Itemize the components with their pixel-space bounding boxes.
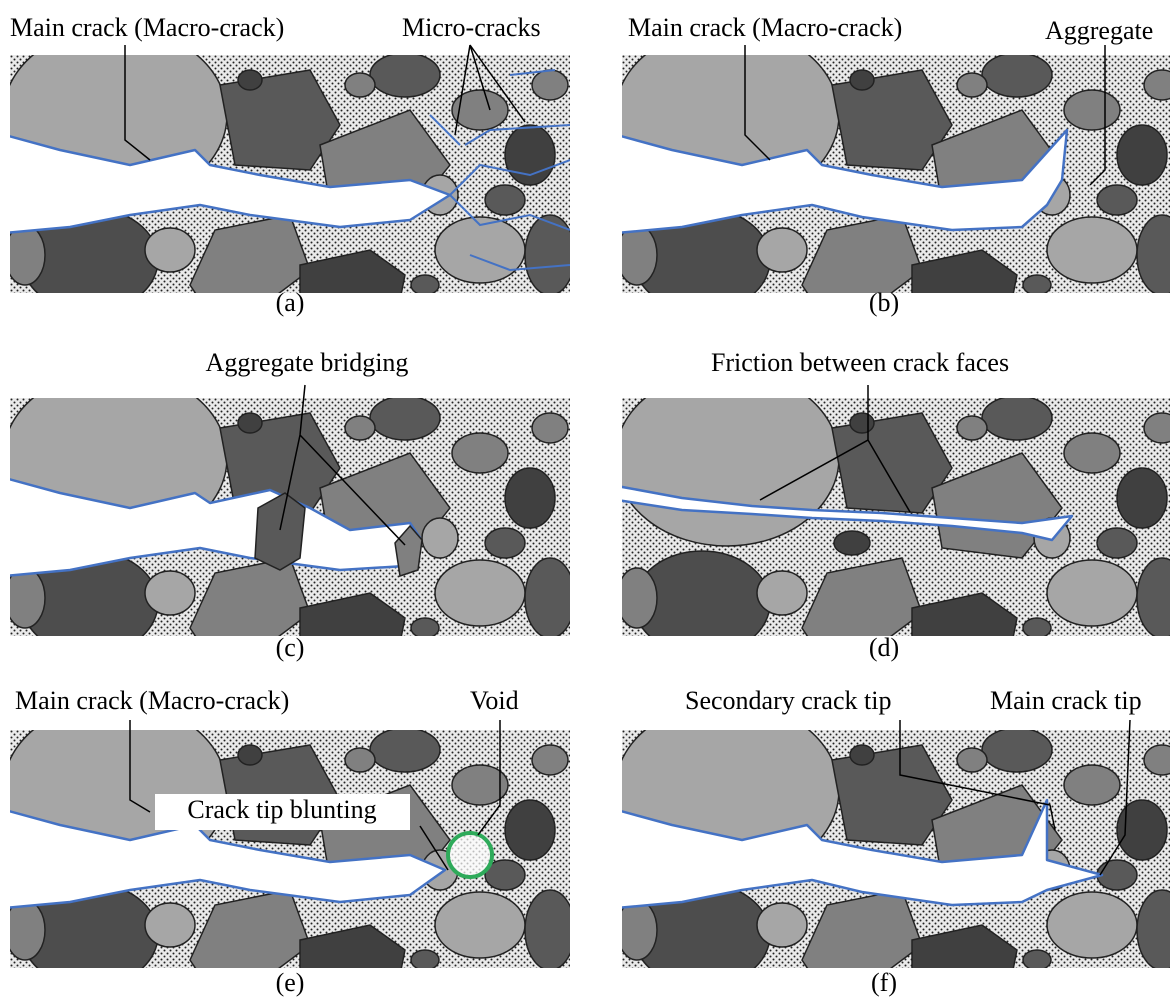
annotation: Friction between crack faces <box>711 348 1009 377</box>
annotation: Micro-cracks <box>402 13 541 42</box>
annotation: Main crack tip <box>990 686 1142 715</box>
panel-label: (c) <box>276 633 305 662</box>
panel-label: (b) <box>869 288 899 317</box>
annotation: Crack tip blunting <box>187 795 376 824</box>
panel-b <box>615 27 1170 312</box>
panel-label: (d) <box>869 633 899 662</box>
annotation: Aggregate bridging <box>206 348 409 377</box>
annotation: Main crack (Macro-crack) <box>628 13 902 42</box>
annotation: Main crack (Macro-crack) <box>10 13 284 42</box>
annotation: Aggregate <box>1045 16 1153 45</box>
annotation: Void <box>470 686 519 715</box>
annotation: Main crack (Macro-crack) <box>15 686 289 715</box>
annotation: Secondary crack tip <box>685 686 891 715</box>
panel-label: (a) <box>276 288 305 317</box>
panel-e <box>3 702 575 987</box>
panel-label: (e) <box>276 968 305 997</box>
panel-label: (f) <box>871 968 897 997</box>
panel-c <box>3 370 575 655</box>
panel-f <box>615 702 1170 987</box>
panel-d <box>615 370 1170 655</box>
panel-a <box>3 27 575 312</box>
figure: Main crack (Macro-crack) Micro-cracks (a… <box>0 0 1170 1001</box>
